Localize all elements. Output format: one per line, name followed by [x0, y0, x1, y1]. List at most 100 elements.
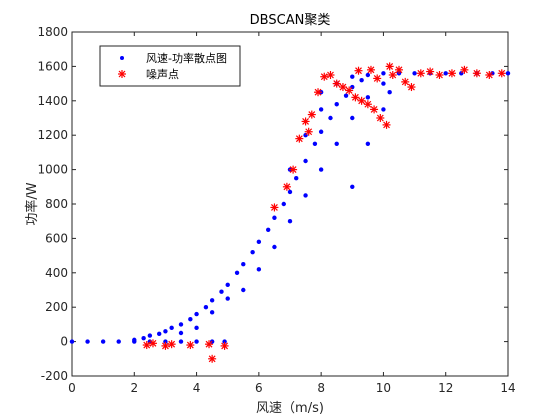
data-point-series-1 [350, 74, 355, 79]
x-axis-label: 风速（m/s) [256, 401, 324, 416]
data-point-series-2 [395, 65, 403, 74]
data-point-series-1 [365, 72, 371, 78]
data-point-series-1 [505, 71, 511, 76]
data-point-series-1 [178, 322, 184, 327]
data-points [69, 62, 511, 363]
data-point-series-1 [350, 115, 355, 121]
data-point-series-2 [167, 340, 176, 349]
y-tick-label: 1600 [37, 59, 68, 73]
data-point-series-2 [338, 83, 347, 92]
data-point-series-1 [69, 339, 75, 344]
data-point-series-2 [208, 354, 217, 363]
data-point-series-1 [132, 337, 137, 343]
data-point-series-2 [497, 69, 506, 78]
data-point-series-1 [147, 333, 153, 338]
data-point-series-1 [225, 282, 230, 288]
data-point-series-1 [194, 339, 199, 344]
data-point-series-2 [435, 71, 444, 79]
data-point-series-2 [407, 83, 416, 92]
data-point-series-1 [209, 298, 215, 303]
data-point-series-2 [376, 114, 385, 122]
data-point-series-1 [381, 107, 386, 112]
legend-box [99, 45, 241, 87]
data-point-series-1 [250, 249, 255, 255]
data-point-series-2 [220, 341, 229, 350]
data-point-series-2 [472, 69, 481, 78]
data-point-series-1 [241, 262, 246, 267]
data-point-series-2 [363, 100, 372, 109]
x-tick-label: 10 [376, 381, 391, 395]
data-point-series-2 [351, 93, 360, 102]
data-point-series-2 [205, 340, 214, 349]
x-tick-label: 8 [317, 381, 325, 395]
data-point-series-2 [382, 120, 391, 129]
data-point-series-1 [157, 331, 162, 337]
data-point-series-1 [85, 339, 90, 344]
data-point-series-2 [301, 117, 310, 126]
data-point-series-1 [116, 339, 121, 344]
data-point-series-1 [287, 189, 293, 195]
data-point-series-1 [141, 335, 146, 341]
data-point-series-2 [373, 74, 382, 83]
legend-label-series-1: 风速-功率散点图 [146, 51, 227, 65]
data-point-series-1 [443, 71, 448, 76]
data-point-series-1 [294, 176, 299, 181]
data-point-series-1 [169, 325, 174, 331]
data-point-series-1 [350, 184, 355, 189]
data-point-series-1 [209, 310, 215, 315]
data-point-series-2 [307, 110, 316, 119]
y-axis-label: 功率/W [24, 182, 40, 225]
data-point-series-2 [148, 339, 157, 348]
data-point-series-1 [303, 158, 308, 164]
data-point-series-2 [485, 71, 494, 79]
y-tick-label: 200 [45, 300, 68, 314]
data-point-series-1 [272, 215, 277, 220]
data-point-series-2 [385, 62, 394, 71]
data-point-series-1 [194, 325, 199, 331]
data-point-series-1 [256, 239, 262, 245]
data-point-series-2 [142, 341, 151, 350]
axis-ticks: 0 2 4 6 8 10 12 14-2000200400600800100012001400… [37, 25, 515, 395]
legend-marker-series-2 [118, 70, 126, 78]
data-point-series-1 [343, 93, 349, 98]
data-point-series-2 [370, 105, 379, 114]
y-tick-label: 1400 [37, 94, 68, 108]
data-point-series-1 [163, 339, 168, 344]
data-point-series-1 [318, 129, 324, 134]
data-point-series-2 [357, 96, 366, 105]
y-tick-label: 1800 [37, 25, 68, 39]
data-point-series-2 [314, 88, 323, 97]
data-point-series-1 [328, 115, 333, 121]
data-point-series-2 [388, 71, 397, 79]
data-point-series-2 [332, 79, 341, 88]
data-point-series-1 [334, 102, 339, 107]
data-point-series-2 [295, 134, 304, 143]
data-point-series-1 [312, 141, 318, 146]
data-point-series-2 [416, 69, 425, 78]
data-point-series-1 [272, 244, 277, 250]
data-point-series-2 [326, 71, 335, 79]
data-point-series-2 [304, 127, 313, 136]
y-tick-label: -200 [41, 369, 68, 383]
legend: 风速-功率散点图 噪声点 [99, 45, 241, 87]
x-tick-label: 14 [500, 381, 515, 395]
data-point-series-2 [426, 67, 435, 76]
x-tick-label: 12 [438, 381, 453, 395]
data-point-series-1 [241, 287, 246, 293]
data-point-series-2 [289, 165, 298, 174]
data-point-series-1 [222, 339, 227, 344]
data-point-series-1 [256, 267, 262, 272]
data-point-series-2 [354, 66, 363, 75]
data-point-series-1 [266, 227, 271, 232]
plot-area [71, 31, 509, 377]
data-point-series-1 [365, 141, 371, 146]
y-tick-label: 1000 [37, 163, 68, 177]
legend-marker-series-1 [120, 56, 124, 60]
data-point-series-1 [334, 141, 339, 146]
data-point-series-1 [359, 77, 364, 83]
data-point-series-1 [318, 167, 324, 172]
data-point-series-2 [186, 341, 195, 350]
data-point-series-1 [178, 330, 184, 336]
x-tick-label: 6 [255, 381, 263, 395]
